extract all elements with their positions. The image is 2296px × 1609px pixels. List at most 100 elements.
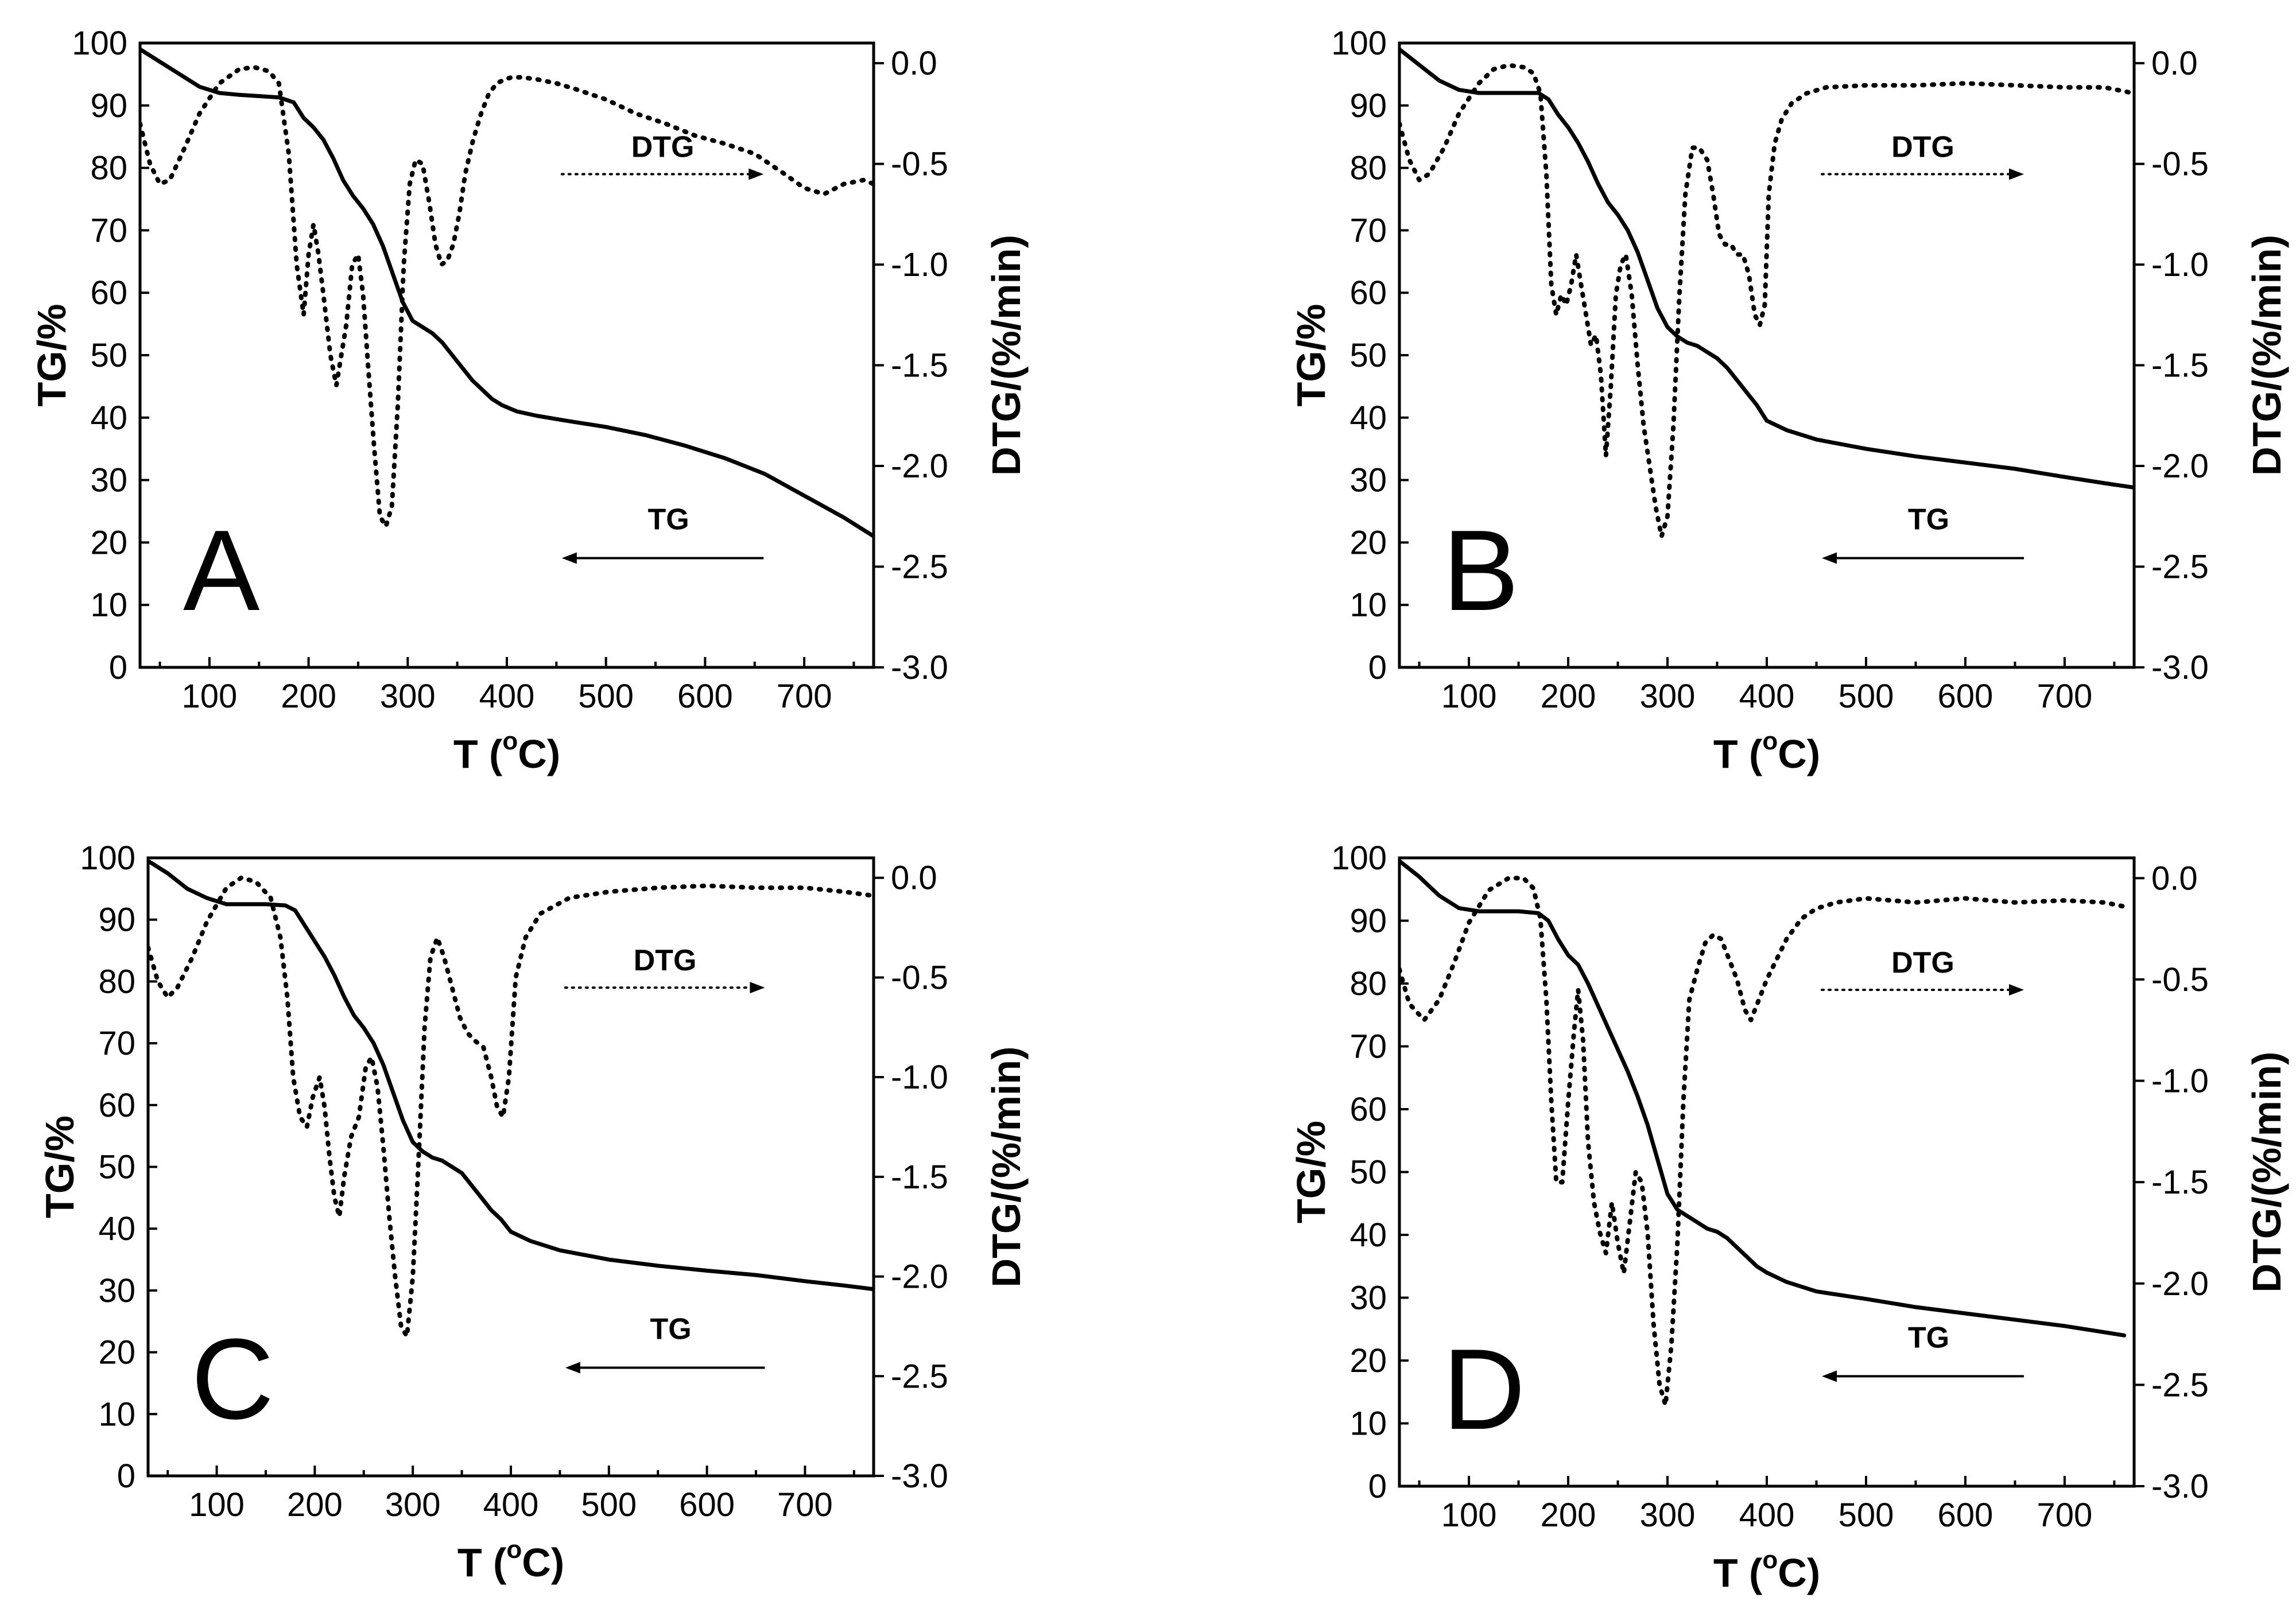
panel-d-y2-axis-title: DTG/(%/min) [2244,1052,2289,1293]
panel-b-y-axis-title: TG/% [1289,304,1333,407]
panel-a-y-tick-label: 90 [90,87,127,125]
panel-d-x-tick-label: 400 [1739,1497,1795,1534]
panel-d-y-axis-title: TG/% [1289,1121,1333,1223]
panel-a-x-tick-label: 300 [380,678,436,715]
panel-d-x-tick-label: 700 [2037,1497,2093,1534]
panel-d-dtg-curve [1399,876,2127,1408]
panel-a-y2-tick-label: -2.5 [891,549,948,586]
panel-b-tg-arrowhead [1822,552,1837,564]
panel-b-x-tick-label: 400 [1739,678,1795,715]
panel-b-y-tick-label: 100 [1331,25,1387,62]
panel-a-y-tick-label: 0 [109,649,127,686]
panel-a-y2-axis-title: DTG/(%/min) [984,235,1029,476]
panel-c-y-tick-label: 70 [98,1025,135,1062]
panel-b-y-tick-label: 60 [1349,274,1387,312]
panel-d-y2-tick-label: -2.5 [2151,1366,2209,1404]
panel-b-y-tick-label: 80 [1349,150,1387,187]
panel-b-x-tick-label: 500 [1839,678,1894,715]
panel-b-y2-tick-label: 0.0 [2151,45,2198,82]
panel-d-x-tick-label: 200 [1541,1497,1596,1534]
panel-b-dtg-curve [1399,63,2134,539]
panel-b-dtg-arrowhead [2009,168,2024,180]
panel-a-y-tick-label: 30 [90,462,127,499]
panel-d-dtg-arrowhead [2009,984,2024,996]
panel-c-y-tick-label: 90 [98,901,135,939]
panel-a-dtg-label: DTG [631,130,695,164]
panel-c-y-tick-label: 100 [80,840,135,877]
panel-d-y-tick-label: 50 [1349,1154,1387,1191]
panel-c-x-tick-label: 300 [385,1486,441,1524]
panel-b-y-tick-label: 30 [1349,462,1387,499]
panel-b-y2-tick-label: -2.5 [2151,549,2209,586]
panel-a-x-tick-label: 700 [777,678,832,715]
panel-a-y-tick-label: 40 [90,399,127,437]
panel-d-tg-arrowhead [1822,1370,1837,1382]
panel-d-y-tick-label: 100 [1331,840,1387,877]
panel-a-y-axis-title: TG/% [29,304,74,407]
panel-c-y-tick-label: 50 [98,1149,135,1186]
panel-d-y2-tick-label: 0.0 [2151,860,2198,897]
panel-b-dtg-label: DTG [1891,130,1954,164]
panel-a-y2-tick-label: -3.0 [891,649,948,686]
panel-c-x-axis-title: T (oC) [457,1536,564,1585]
panel-b-x-tick-label: 200 [1541,678,1596,715]
panel-c-y2-tick-label: 0.0 [891,860,937,897]
panel-a-y-tick-label: 100 [72,25,127,62]
panel-c-y2-tick-label: -0.5 [891,959,948,996]
panel-c-dtg-label: DTG [634,944,697,977]
panel-a-y-tick-label: 60 [90,274,127,312]
panel-c-tg-arrowhead [565,1362,580,1374]
panel-b-y-tick-label: 10 [1349,586,1387,624]
panel-d-y2-tick-label: -2.0 [2151,1265,2209,1303]
panel-c-y2-tick-label: -2.0 [891,1258,948,1296]
panel-c-y2-tick-label: -1.5 [891,1159,948,1196]
panel-d-x-tick-label: 500 [1839,1497,1894,1534]
panel-d-tg-curve [1399,859,2127,1338]
panel-c-y-tick-label: 30 [98,1272,135,1309]
panel-b: 0 10 20 30 40 50 60 70 80 90 100 0.0 -0.5 -1.0 -1.5 -2.… [1289,25,2289,776]
panel-d-y-tick-label: 30 [1349,1280,1387,1317]
panel-d-y-tick-label: 10 [1349,1405,1387,1443]
panel-d-y-tick-label: 40 [1349,1217,1387,1254]
panel-a-y-tick-label: 70 [90,212,127,249]
panel-d-x-tick-label: 300 [1640,1497,1696,1534]
panel-b-y2-tick-label: -1.5 [2151,347,2209,384]
panel-c-y2-tick-label: -1.0 [891,1059,948,1096]
panel-b-x-tick-label: 300 [1640,678,1696,715]
panel-c-x-tick-label: 100 [189,1486,245,1524]
panel-c-x-tick-label: 400 [483,1486,539,1524]
panel-c-y-tick-label: 20 [98,1334,135,1371]
panel-c-y-axis-title: TG/% [37,1116,82,1218]
panel-a-y2-tick-label: -0.5 [891,146,948,183]
panel-a-y2-tick-label: -1.5 [891,347,948,384]
panel-a-dtg-arrowhead [748,168,764,180]
panel-b-y-tick-label: 20 [1349,524,1387,561]
panel-a-y-tick-label: 10 [90,586,127,624]
panel-a-tg-arrowhead [561,552,577,564]
panel-c-y2-tick-label: -2.5 [891,1358,948,1395]
panel-d-tg-label: TG [1908,1321,1949,1354]
panel-d-y2-tick-label: -1.5 [2151,1164,2209,1201]
panel-b-tg-label: TG [1908,503,1949,537]
panel-d-x-axis-title: T (oC) [1713,1546,1820,1595]
panel-b-x-axis-title: T (oC) [1713,727,1820,776]
panel-b-letter: B [1442,507,1519,635]
panel-a-letter: A [183,507,260,635]
panel-a-tg-curve [140,47,874,538]
panel-b-x-tick-label: 700 [2037,678,2093,715]
panel-c-x-tick-label: 600 [679,1486,735,1524]
panel-a-y2-tick-label: -2.0 [891,448,948,485]
panel-b-y2-axis-title: DTG/(%/min) [2244,235,2289,476]
panel-d-y2-tick-label: -0.5 [2151,961,2209,998]
panel-b-y-tick-label: 0 [1368,649,1387,686]
panel-c-tg-label: TG [650,1313,691,1346]
panel-a-y-tick-label: 80 [90,150,127,187]
panel-a-x-tick-label: 100 [182,678,238,715]
panel-c-y2-tick-label: -3.0 [891,1458,948,1495]
panel-d-y-tick-label: 60 [1349,1091,1387,1128]
panel-a-y2-tick-label: 0.0 [891,45,937,82]
panel-a-x-tick-label: 400 [479,678,535,715]
panel-a: 0 10 20 30 40 50 60 70 80 90 100 0.0 -0.5 -1.0 -1.5 -2.… [29,25,1029,776]
panel-b-y2-tick-label: -3.0 [2151,649,2209,686]
